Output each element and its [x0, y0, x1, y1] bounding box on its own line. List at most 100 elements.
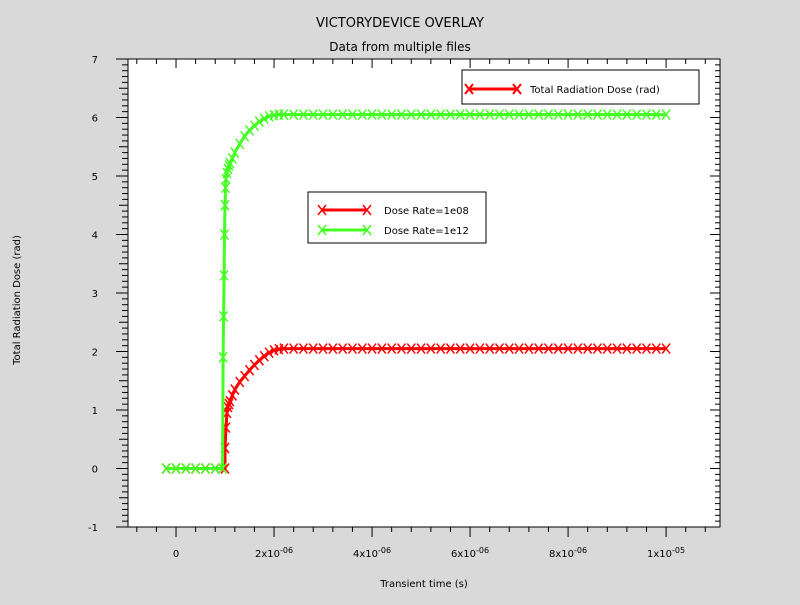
data-point — [377, 109, 387, 121]
y-tick-label: 2 — [92, 348, 98, 359]
data-point — [357, 109, 367, 121]
data-point — [524, 109, 534, 121]
data-point — [224, 398, 234, 410]
data-point — [612, 109, 622, 121]
data-point — [200, 463, 211, 474]
data-point — [279, 343, 289, 355]
data-point — [220, 182, 231, 194]
data-point — [223, 401, 233, 413]
data-point — [651, 109, 661, 121]
data-point — [289, 109, 299, 121]
data-point — [641, 343, 652, 355]
data-point — [191, 463, 201, 474]
data-point — [553, 109, 563, 121]
data-point — [534, 343, 544, 355]
legend-entry-1e08-label: Dose Rate=1e08 — [384, 206, 469, 217]
y-tick-label: 3 — [92, 289, 98, 300]
data-point — [367, 343, 377, 355]
data-point — [249, 120, 260, 132]
data-point — [210, 463, 220, 474]
data-point — [406, 109, 416, 121]
data-point — [661, 109, 671, 121]
legend-inner-box — [307, 191, 487, 244]
data-point — [426, 343, 436, 355]
data-point — [553, 343, 563, 355]
data-point — [455, 109, 465, 121]
plot-area — [127, 58, 721, 528]
data-point — [583, 109, 593, 121]
data-point — [218, 351, 228, 363]
data-point — [222, 167, 232, 179]
data-point — [161, 463, 171, 474]
data-point — [219, 269, 229, 281]
data-point — [445, 343, 456, 355]
data-point — [612, 343, 622, 355]
data-point — [227, 389, 237, 401]
data-point — [259, 350, 269, 362]
data-point — [406, 343, 416, 355]
data-point — [377, 343, 387, 355]
legend-outer-marker — [464, 83, 522, 95]
data-point — [249, 359, 260, 371]
data-point — [504, 343, 514, 355]
data-point — [563, 109, 573, 121]
legend-inner: Dose Rate=1e08 Dose Rate=1e12 — [307, 191, 487, 244]
data-point — [563, 343, 573, 355]
y-axis-label: Total Radiation Dose (rad) — [12, 235, 23, 366]
data-point — [436, 109, 446, 121]
data-point — [328, 109, 338, 121]
data-point — [416, 109, 426, 121]
y-tick-label: 6 — [92, 114, 98, 125]
data-point — [622, 109, 632, 121]
data-point — [396, 109, 407, 121]
data-point — [641, 109, 652, 121]
data-point — [318, 343, 328, 355]
data-point — [318, 109, 328, 121]
data-point — [347, 343, 358, 355]
data-point — [230, 384, 240, 395]
data-point — [514, 343, 524, 355]
data-point — [347, 109, 358, 121]
data-point — [534, 109, 544, 121]
data-point — [181, 463, 191, 474]
data-point — [651, 343, 661, 355]
data-point — [504, 109, 514, 121]
x-tick-label: 6x10-06 — [451, 546, 489, 560]
x-tick-label: 2x10-06 — [255, 546, 293, 560]
data-point — [632, 109, 642, 121]
data-point — [338, 109, 348, 121]
data-point — [357, 343, 367, 355]
legend-entry-1e08-marker — [317, 204, 372, 216]
data-point — [264, 347, 274, 359]
data-point — [259, 113, 269, 125]
legend-entry-1e12-label: Dose Rate=1e12 — [384, 226, 469, 237]
y-tick-label: 5 — [92, 172, 98, 183]
data-point — [289, 343, 299, 355]
legend-outer-label: Total Radiation Dose (rad) — [529, 85, 660, 96]
data-point — [298, 109, 309, 121]
data-point — [485, 109, 495, 121]
y-tick-label: 7 — [92, 55, 98, 66]
data-point — [230, 147, 240, 159]
data-point — [602, 109, 612, 121]
x-tick-label: 8x10-06 — [549, 546, 587, 560]
data-point — [227, 152, 237, 164]
data-point — [426, 109, 436, 121]
data-point — [279, 109, 289, 121]
x-tick-label: 4x10-06 — [353, 546, 391, 560]
data-point — [244, 124, 255, 136]
data-point — [220, 199, 230, 211]
data-point — [485, 343, 495, 355]
data-point — [543, 109, 554, 121]
data-point — [223, 163, 233, 175]
series-layer — [161, 109, 671, 474]
y-tick-label: 4 — [92, 231, 98, 242]
data-point — [592, 109, 603, 121]
data-point — [592, 343, 603, 355]
data-point — [494, 109, 505, 121]
data-point — [573, 109, 583, 121]
chart-subtitle: Data from multiple files — [329, 40, 471, 54]
data-point — [543, 343, 554, 355]
data-point — [171, 463, 181, 474]
